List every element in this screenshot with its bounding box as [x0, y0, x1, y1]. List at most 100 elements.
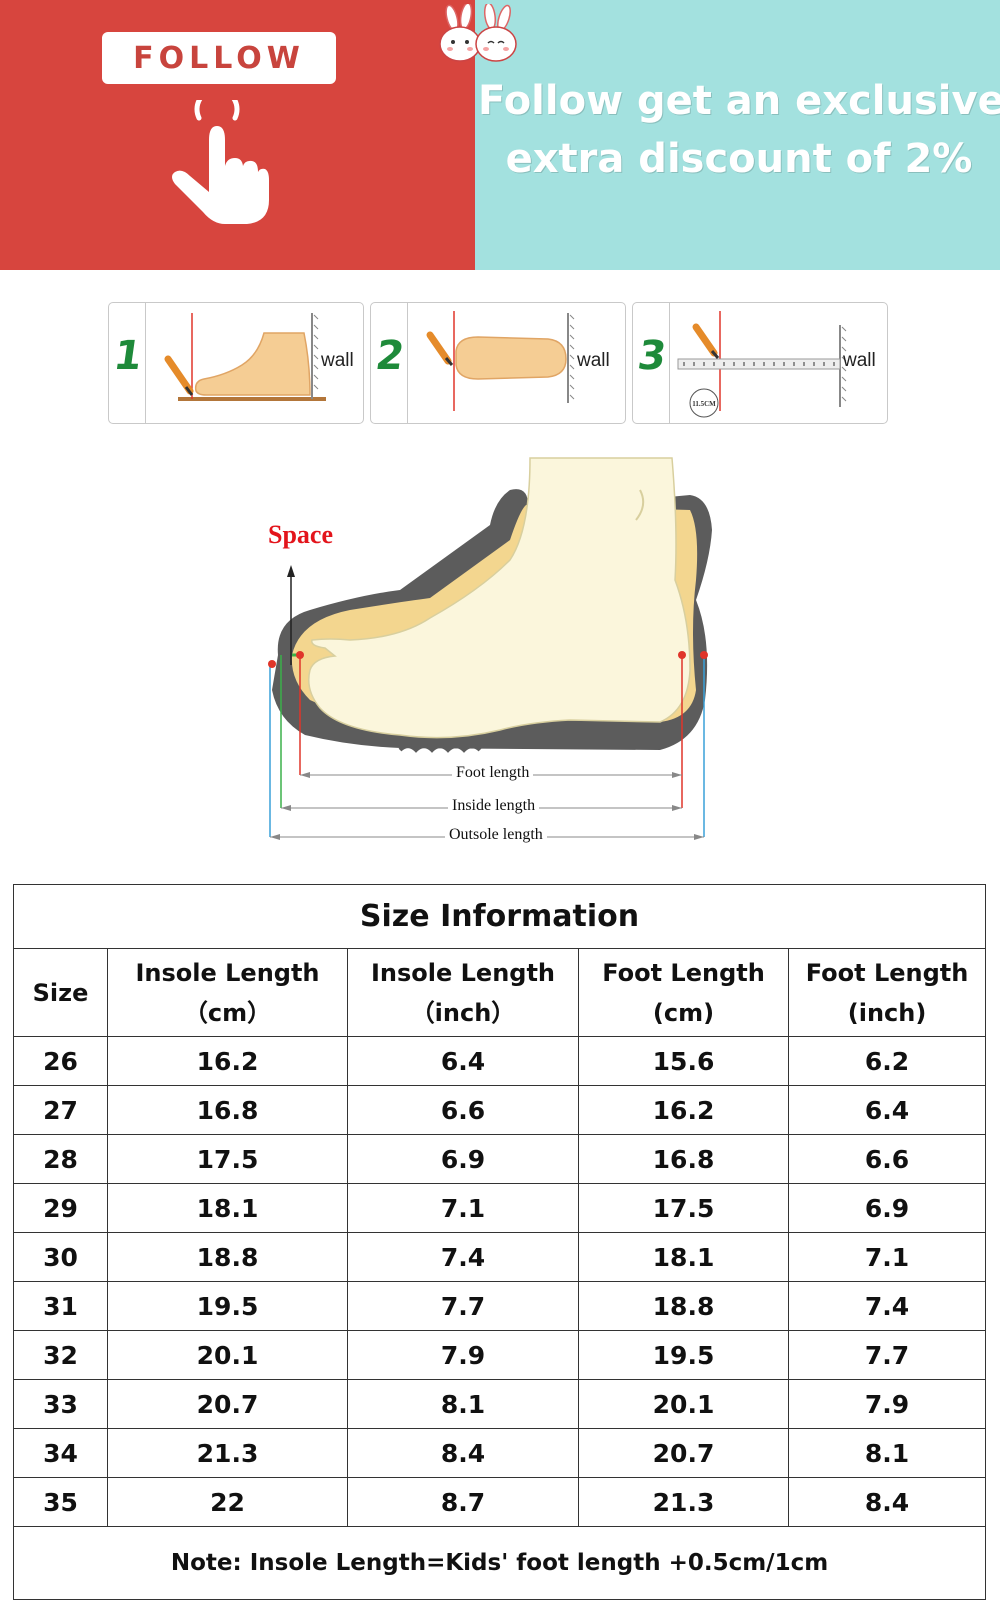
promo-line-2: extra discount of 2%	[505, 136, 973, 182]
foot-inch-cell: 6.6	[787, 1134, 987, 1184]
table-row: 26 16.2 6.4 15.6 6.2	[13, 1036, 987, 1086]
table-row: 29 18.1 7.1 17.5 6.9	[13, 1183, 987, 1233]
insole-cm-cell: 19.5	[107, 1281, 348, 1331]
follow-button-label: FOLLOW	[133, 40, 305, 76]
bunny-mascot-icon	[439, 4, 517, 62]
insole-inch-cell: 7.4	[347, 1232, 579, 1282]
step-number: 3	[634, 333, 670, 379]
insole-cm-cell: 18.8	[107, 1232, 348, 1282]
size-cell: 27	[13, 1085, 108, 1135]
foot-cm-cell: 21.3	[578, 1477, 789, 1527]
shoe-measurement-diagram	[268, 457, 712, 840]
insole-inch-cell: 7.7	[347, 1281, 579, 1331]
measure-step-3: 3 11.5CM wall	[632, 302, 888, 424]
step-number: 1	[110, 333, 146, 379]
foot-cm-cell: 17.5	[578, 1183, 789, 1233]
header-foot-cm: Foot Length (cm)	[578, 948, 789, 1037]
table-title-row: Size Information	[12, 884, 987, 949]
insole-cm-cell: 18.1	[107, 1183, 348, 1233]
foot-inch-cell: 8.1	[787, 1428, 987, 1478]
space-label: Space	[268, 520, 333, 549]
foot-cm-cell: 19.5	[578, 1330, 789, 1380]
foot-inch-cell: 6.4	[787, 1085, 987, 1135]
table-row: 27 16.8 6.6 16.2 6.4	[13, 1085, 987, 1135]
insole-cm-cell: 16.2	[107, 1036, 348, 1086]
promo-text: Follow get an exclusively extra discount…	[478, 72, 1000, 188]
size-cell: 34	[13, 1428, 108, 1478]
outsole-length-label: Outsole length	[445, 826, 547, 844]
foot-inch-cell: 7.7	[787, 1330, 987, 1380]
promo-line-1: Follow get an exclusively	[478, 78, 1000, 124]
insole-cm-cell: 21.3	[107, 1428, 348, 1478]
wall-label: wall	[577, 350, 610, 371]
size-cell: 31	[13, 1281, 108, 1331]
insole-inch-cell: 6.4	[347, 1036, 579, 1086]
foot-cm-cell: 20.7	[578, 1428, 789, 1478]
foot-cm-cell: 16.8	[578, 1134, 789, 1184]
header-insole-inch: Insole Length （inch）	[347, 948, 579, 1037]
foot-cm-cell: 15.6	[578, 1036, 789, 1086]
table-row: 33 20.7 8.1 20.1 7.9	[13, 1379, 987, 1429]
size-cell: 28	[13, 1134, 108, 1184]
insole-inch-cell: 8.4	[347, 1428, 579, 1478]
table-row: 34 21.3 8.4 20.7 8.1	[13, 1428, 987, 1478]
insole-inch-cell: 6.9	[347, 1134, 579, 1184]
banner-left-panel: FOLLOW	[0, 0, 475, 270]
foot-cm-cell: 20.1	[578, 1379, 789, 1429]
insole-cm-cell: 20.1	[107, 1330, 348, 1380]
insole-inch-cell: 8.7	[347, 1477, 579, 1527]
table-title: Size Information	[12, 884, 987, 949]
foot-inch-cell: 8.4	[787, 1477, 987, 1527]
size-cell: 30	[13, 1232, 108, 1282]
foot-inch-cell: 7.1	[787, 1232, 987, 1282]
pointing-hand-icon	[172, 100, 269, 224]
step-number: 2	[372, 333, 408, 379]
foot-side-view-icon	[164, 313, 326, 401]
foot-cm-cell: 16.2	[578, 1085, 789, 1135]
foot-cm-cell: 18.1	[578, 1232, 789, 1282]
table-row: 30 18.8 7.4 18.1 7.1	[13, 1232, 987, 1282]
insole-inch-cell: 6.6	[347, 1085, 579, 1135]
header-foot-inch: Foot Length (inch)	[787, 948, 987, 1037]
ruler-measure-icon: 11.5CM	[677, 311, 847, 418]
header-insole-cm: Insole Length （cm）	[107, 948, 348, 1037]
foot-inch-cell: 7.9	[787, 1379, 987, 1429]
insole-cm-cell: 20.7	[107, 1379, 348, 1429]
foot-inch-cell: 7.4	[787, 1281, 987, 1331]
insole-inch-cell: 8.1	[347, 1379, 579, 1429]
promo-banner: FOLLOW Follow get an exclusively extra d…	[0, 0, 1000, 270]
table-header-row: Size Insole Length （cm） Insole Length （inc…	[13, 948, 987, 1037]
table-note-row: Note: Insole Length=Kids' foot length +0…	[12, 1526, 987, 1600]
foot-inch-cell: 6.9	[787, 1183, 987, 1233]
ruler-mark-label: 11.5CM	[692, 400, 716, 408]
banner-right-panel	[475, 0, 1000, 270]
size-cell: 35	[13, 1477, 108, 1527]
insole-cm-cell: 16.8	[107, 1085, 348, 1135]
insole-cm-cell: 17.5	[107, 1134, 348, 1184]
measure-step-2: 2 wall	[370, 302, 626, 424]
foot-cm-cell: 18.8	[578, 1281, 789, 1331]
foot-shape	[308, 457, 691, 739]
inside-length-label: Inside length	[448, 797, 540, 815]
insole-cm-cell: 22	[107, 1477, 348, 1527]
wall-label: wall	[321, 350, 354, 371]
insole-inch-cell: 7.9	[347, 1330, 579, 1380]
insole-inch-cell: 7.1	[347, 1183, 579, 1233]
size-information-table: Size Information Size Insole Length （cm） …	[12, 884, 987, 1600]
table-row: 32 20.1 7.9 19.5 7.7	[13, 1330, 987, 1380]
table-row: 35 22 8.7 21.3 8.4	[13, 1477, 987, 1527]
header-size: Size	[13, 948, 108, 1037]
table-row: 28 17.5 6.9 16.8 6.6	[13, 1134, 987, 1184]
foot-top-view-icon	[426, 311, 575, 411]
size-cell: 26	[13, 1036, 108, 1086]
table-note: Note: Insole Length=Kids' foot length +0…	[12, 1526, 987, 1600]
size-cell: 29	[13, 1183, 108, 1233]
size-cell: 33	[13, 1379, 108, 1429]
size-cell: 32	[13, 1330, 108, 1380]
wall-label: wall	[843, 350, 876, 371]
foot-inch-cell: 6.2	[787, 1036, 987, 1086]
foot-length-label: Foot length	[452, 764, 534, 782]
measure-step-1: 1 wall	[108, 302, 364, 424]
follow-button[interactable]: FOLLOW	[102, 32, 336, 84]
table-row: 31 19.5 7.7 18.8 7.4	[13, 1281, 987, 1331]
